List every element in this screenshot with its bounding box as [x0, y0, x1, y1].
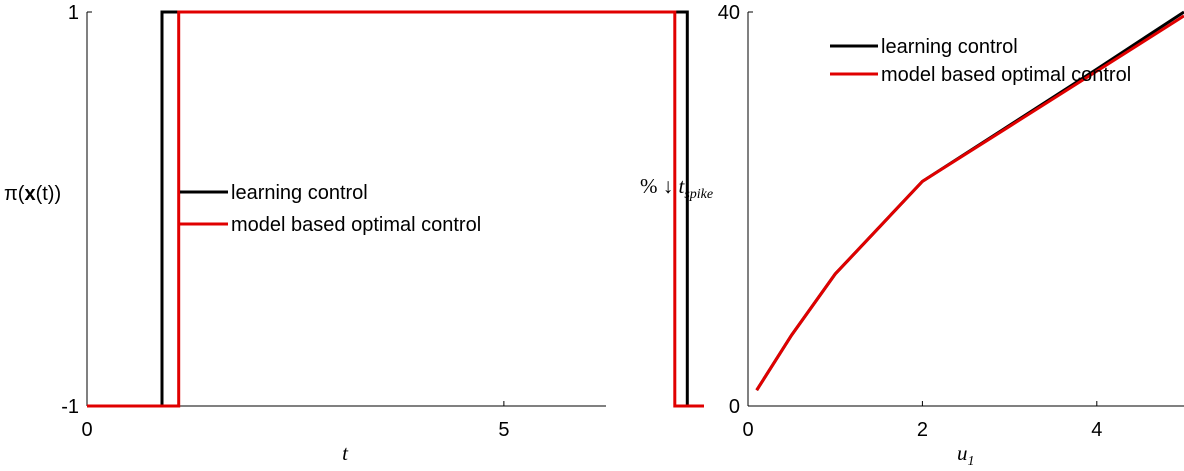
right-series-lines [755, 10, 1184, 392]
left-legend: learning control model based optimal con… [180, 182, 481, 236]
right-legend: learning control model based optimal con… [830, 36, 1131, 86]
left-x-axis-label: t [342, 441, 349, 465]
right-series-line-model-based-optimal-control [755, 14, 1184, 392]
left-series-line-model-based-optimal-control [87, 10, 704, 408]
right-y-tick-label: 0 [729, 396, 740, 418]
right-x-tick-label: 2 [917, 419, 928, 441]
right-x-axis-label: u1 [957, 441, 975, 469]
chart-left: 0 5 -1 1 π(x(t)) t learning control model b… [4, 2, 704, 465]
left-series-lines [87, 10, 704, 408]
left-y-tick-label: -1 [61, 396, 79, 418]
right-legend-label-model: model based optimal control [881, 64, 1131, 86]
left-y-tick-label: 1 [68, 2, 79, 24]
left-legend-label-learning: learning control [231, 182, 368, 204]
right-y-axis-label: % ↓ tspike [640, 174, 713, 202]
left-x-tick-label: 0 [81, 419, 92, 441]
right-x-tick-label: 4 [1091, 419, 1102, 441]
right-y-tick-label: 40 [718, 2, 740, 24]
left-x-tick-label: 5 [498, 419, 509, 441]
left-legend-label-model: model based optimal control [231, 214, 481, 236]
right-x-tick-label: 0 [742, 419, 753, 441]
left-y-axis-label: π(x(t)) [4, 183, 61, 205]
right-legend-label-learning: learning control [881, 36, 1018, 58]
